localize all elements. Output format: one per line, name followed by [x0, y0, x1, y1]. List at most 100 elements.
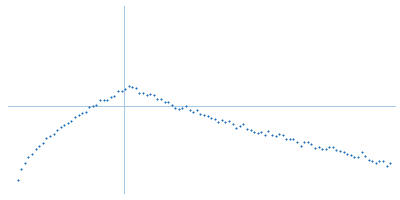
- Point: [344, 152, 350, 155]
- Point: [154, 98, 160, 101]
- Point: [208, 116, 214, 119]
- Point: [22, 161, 28, 164]
- Point: [147, 92, 154, 96]
- Point: [36, 144, 42, 147]
- Point: [183, 105, 189, 108]
- Point: [355, 155, 361, 158]
- Point: [290, 138, 297, 141]
- Point: [133, 86, 139, 89]
- Point: [86, 105, 92, 109]
- Point: [387, 161, 393, 164]
- Point: [90, 105, 96, 108]
- Point: [32, 148, 39, 151]
- Point: [351, 155, 358, 159]
- Point: [194, 109, 200, 112]
- Point: [122, 88, 128, 91]
- Point: [265, 130, 272, 133]
- Point: [47, 134, 53, 137]
- Point: [333, 148, 340, 151]
- Point: [322, 148, 329, 151]
- Point: [190, 111, 196, 114]
- Point: [287, 137, 293, 141]
- Point: [358, 151, 365, 154]
- Point: [58, 126, 64, 129]
- Point: [280, 133, 286, 137]
- Point: [348, 153, 354, 156]
- Point: [330, 146, 336, 149]
- Point: [219, 118, 225, 122]
- Point: [115, 90, 121, 93]
- Point: [168, 104, 175, 107]
- Point: [186, 109, 193, 112]
- Point: [118, 89, 125, 92]
- Point: [150, 94, 157, 97]
- Point: [97, 99, 103, 102]
- Point: [315, 146, 322, 149]
- Point: [373, 161, 379, 164]
- Point: [144, 94, 150, 97]
- Point: [65, 121, 71, 124]
- Point: [129, 85, 136, 89]
- Point: [79, 111, 85, 114]
- Point: [61, 124, 68, 127]
- Point: [40, 142, 46, 145]
- Point: [298, 144, 304, 147]
- Point: [222, 120, 229, 124]
- Point: [82, 110, 89, 114]
- Point: [14, 178, 21, 181]
- Point: [369, 159, 376, 162]
- Point: [226, 119, 232, 123]
- Point: [362, 155, 368, 158]
- Point: [236, 124, 243, 128]
- Point: [376, 159, 383, 162]
- Point: [244, 127, 250, 130]
- Point: [161, 100, 168, 103]
- Point: [229, 123, 236, 126]
- Point: [72, 115, 78, 119]
- Point: [312, 146, 318, 149]
- Point: [111, 95, 118, 98]
- Point: [68, 120, 75, 123]
- Point: [283, 137, 290, 141]
- Point: [197, 112, 204, 115]
- Point: [340, 150, 347, 153]
- Point: [25, 156, 32, 159]
- Point: [254, 131, 261, 134]
- Point: [165, 101, 171, 104]
- Point: [29, 152, 35, 155]
- Point: [136, 91, 143, 94]
- Point: [172, 106, 178, 109]
- Point: [93, 103, 100, 106]
- Point: [258, 131, 264, 134]
- Point: [380, 160, 386, 163]
- Point: [100, 99, 107, 102]
- Point: [176, 108, 182, 111]
- Point: [247, 129, 254, 132]
- Point: [366, 158, 372, 161]
- Point: [301, 140, 308, 144]
- Point: [240, 123, 246, 126]
- Point: [158, 98, 164, 101]
- Point: [18, 168, 24, 171]
- Point: [308, 143, 314, 146]
- Point: [251, 130, 257, 134]
- Point: [179, 106, 186, 109]
- Point: [294, 140, 300, 143]
- Point: [201, 113, 207, 117]
- Point: [204, 114, 211, 118]
- Point: [54, 129, 60, 132]
- Point: [319, 147, 325, 150]
- Point: [215, 120, 222, 123]
- Point: [276, 133, 282, 136]
- Point: [126, 84, 132, 87]
- Point: [212, 117, 218, 121]
- Point: [305, 141, 311, 144]
- Point: [43, 137, 50, 140]
- Point: [104, 98, 110, 101]
- Point: [108, 95, 114, 98]
- Point: [262, 133, 268, 136]
- Point: [337, 149, 343, 153]
- Point: [326, 145, 332, 149]
- Point: [272, 134, 279, 137]
- Point: [269, 134, 275, 137]
